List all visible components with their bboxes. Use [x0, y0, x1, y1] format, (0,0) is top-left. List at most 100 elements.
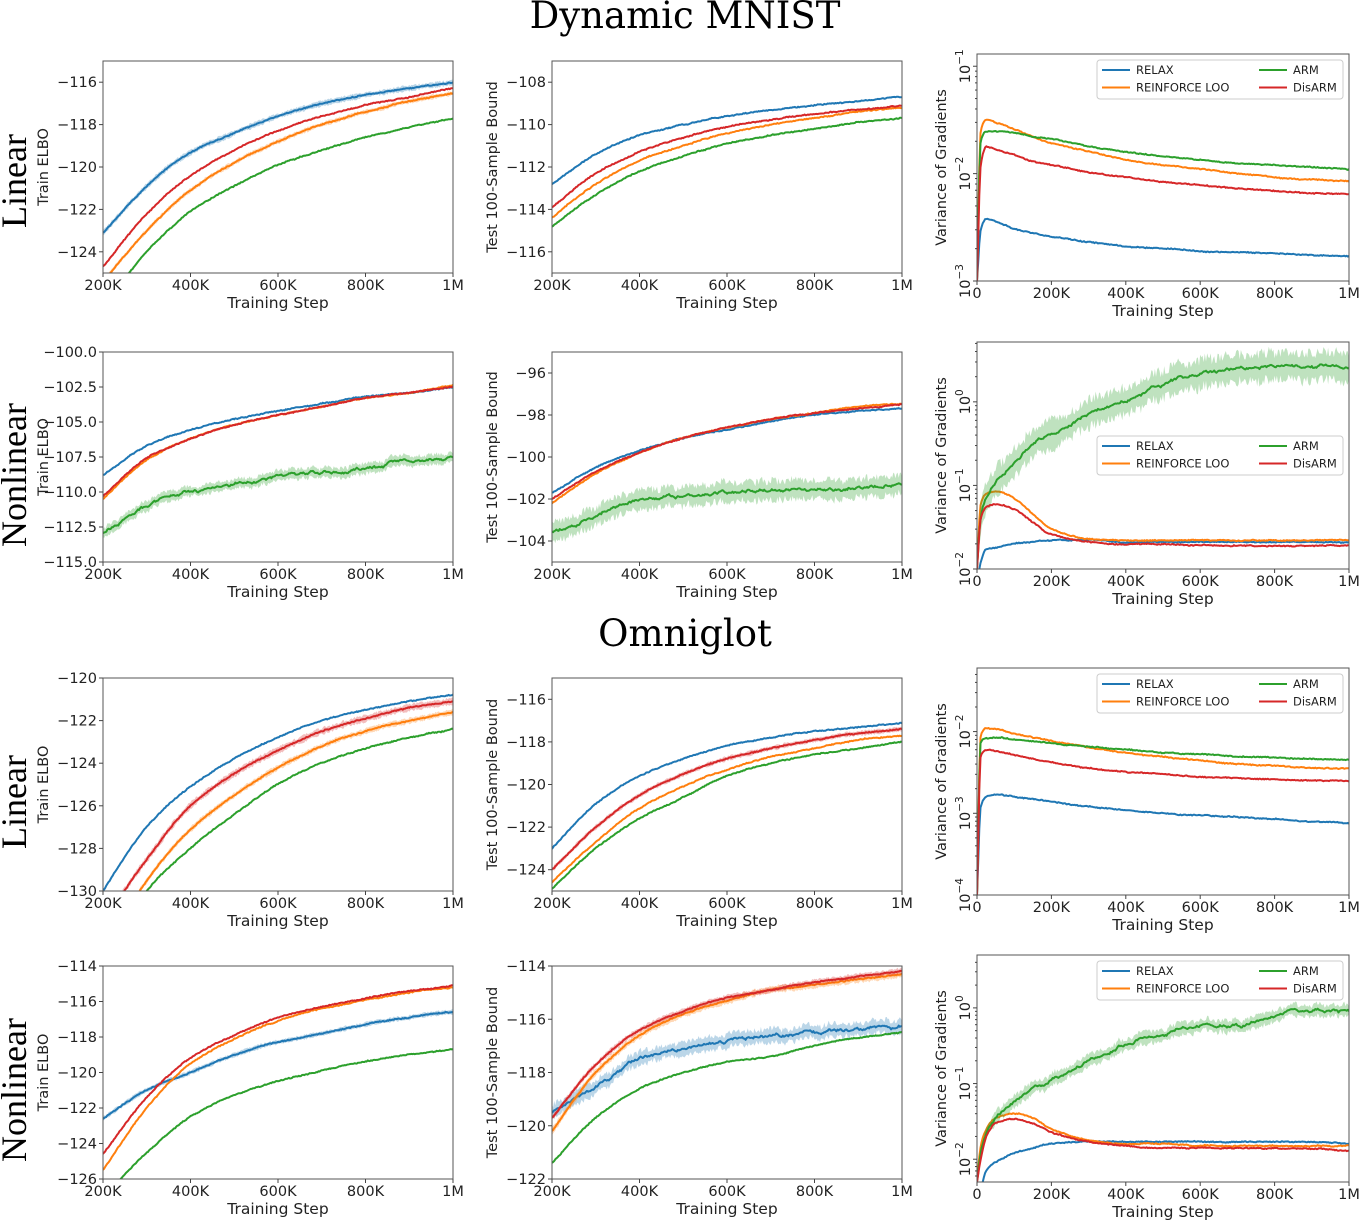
legend: RELAX REINFORCE LOO ARM DisARM — [1096, 673, 1344, 714]
x-tick-label: 200K — [533, 1184, 571, 1200]
band--1f77b4 — [103, 1009, 453, 1121]
y-tick-label: −118 — [57, 118, 97, 134]
line-relax — [981, 1139, 1349, 1182]
legend-label: ARM — [1293, 63, 1319, 77]
axes-frame — [551, 351, 903, 563]
plot-area — [552, 721, 902, 890]
legend-label: REINFORCE LOO — [1136, 695, 1229, 709]
line-relax — [978, 538, 1349, 569]
y-tick-label-exponent: −3 — [954, 796, 966, 811]
legend-item-reinforce-loo: REINFORCE LOO — [1102, 81, 1229, 95]
panel-3-1: 200K 400K 600K 800K 1M Training Step −120 −122 −… — [36, 671, 464, 930]
x-tick-label: 400K — [1107, 286, 1145, 302]
row-label-linear: Linear — [0, 755, 34, 849]
plot-area — [552, 967, 902, 1164]
legend-item-arm: ARM — [1259, 677, 1319, 691]
y-tick-label: −124 — [57, 245, 97, 261]
x-tick-label: 800K — [1256, 574, 1294, 590]
line--ff7f0e — [108, 92, 453, 273]
x-tick-label: 200K — [533, 567, 571, 583]
line--ff7f0e — [552, 734, 902, 884]
legend-item-arm: ARM — [1259, 439, 1319, 453]
x-tick-label: 600K — [1182, 900, 1220, 916]
y-tick-label: −124 — [506, 863, 546, 879]
y-axis-label: Train ELBO — [36, 418, 52, 497]
legend-item-relax: RELAX — [1102, 63, 1174, 77]
x-tick-label: 1M — [1338, 1187, 1360, 1203]
x-tick-label: 800K — [796, 896, 834, 912]
line-arm — [977, 130, 1349, 281]
y-tick-label: −130 — [57, 884, 97, 900]
x-axis-label: Training Step — [675, 912, 777, 930]
line--2ca02c — [552, 116, 902, 228]
band-arm — [977, 346, 1349, 569]
y-tick-label-exponent: −2 — [954, 157, 966, 172]
y-axis-label: Train ELBO — [36, 1034, 52, 1113]
x-tick-label: 600K — [259, 896, 297, 912]
legend-label: DisARM — [1293, 695, 1337, 709]
x-tick-label: 800K — [796, 278, 834, 294]
y-tick-label-exponent: −1 — [954, 49, 966, 64]
legend-item-disarm: DisARM — [1259, 81, 1337, 95]
y-tick-label: −112.5 — [43, 520, 97, 536]
y-tick-label-base: 10 — [958, 396, 974, 414]
legend-item-arm: ARM — [1259, 63, 1319, 77]
x-tick-label: 1M — [891, 896, 913, 912]
plot-area — [103, 984, 453, 1179]
y-tick-label: −118 — [506, 1066, 546, 1082]
legend: RELAX REINFORCE LOO ARM DisARM — [1096, 435, 1344, 476]
axes-frame — [102, 965, 454, 1180]
x-tick-label: 800K — [1256, 900, 1294, 916]
y-tick-label-exponent: −1 — [954, 1067, 966, 1082]
line--ff7f0e — [552, 972, 902, 1132]
band--ff7f0e — [552, 970, 902, 1136]
y-tick-label: −122 — [506, 820, 546, 836]
y-tick-label: −128 — [57, 841, 97, 857]
plot-area — [977, 346, 1349, 569]
x-tick-label: 0 — [972, 1187, 981, 1203]
line-arm — [977, 736, 1349, 895]
x-tick-label: 600K — [1182, 286, 1220, 302]
x-tick-label: 800K — [347, 1184, 385, 1200]
plot-area — [552, 95, 902, 228]
plot-area — [103, 693, 453, 891]
x-axis-label: Training Step — [226, 583, 328, 601]
x-tick-label: 400K — [621, 567, 659, 583]
y-tick-label: 10−3 — [954, 264, 974, 298]
panel-4-2: 200K 400K 600K 800K 1M Training Step −114 −116 −… — [485, 959, 913, 1218]
x-tick-label: 600K — [1182, 574, 1220, 590]
y-tick-label-base: 10 — [958, 1002, 974, 1020]
line--1f77b4 — [552, 407, 902, 494]
x-axis-label: Training Step — [1111, 590, 1213, 608]
line-reinforce-loo — [977, 118, 1349, 281]
legend-item-relax: RELAX — [1102, 677, 1174, 691]
plot-area — [552, 402, 902, 544]
y-tick-label: −118 — [506, 735, 546, 751]
y-tick-label: −122 — [57, 1101, 97, 1117]
x-tick-label: 1M — [442, 1184, 464, 1200]
panel-1-2: 200K 400K 600K 800K 1M Training Step −108 −110 −… — [485, 60, 913, 312]
panel-1-1: 200K 400K 600K 800K 1M Training Step −116 −118 −… — [36, 60, 464, 312]
y-tick-label: −124 — [57, 1137, 97, 1153]
y-tick-label: −110 — [506, 118, 546, 134]
x-tick-label: 200K — [1033, 286, 1071, 302]
row-label-linear: Linear — [0, 134, 34, 228]
legend-label: REINFORCE LOO — [1136, 982, 1229, 996]
x-tick-label: 1M — [1338, 286, 1360, 302]
x-tick-label: 0 — [972, 286, 981, 302]
y-tick-label: −114 — [57, 959, 97, 975]
axes-frame — [976, 667, 1350, 896]
y-tick-label-base: 10 — [958, 172, 974, 190]
y-tick-label: −102.5 — [43, 380, 97, 396]
y-tick-label: −124 — [57, 756, 97, 772]
legend-label: ARM — [1293, 439, 1319, 453]
y-tick-label-exponent: −2 — [954, 715, 966, 730]
legend-item-disarm: DisARM — [1259, 695, 1337, 709]
line--1f77b4 — [552, 95, 902, 186]
x-axis-label: Training Step — [226, 1200, 328, 1218]
y-tick-label: −122 — [57, 202, 97, 218]
y-tick-label: −116 — [506, 1012, 546, 1028]
plot-area — [977, 118, 1349, 281]
